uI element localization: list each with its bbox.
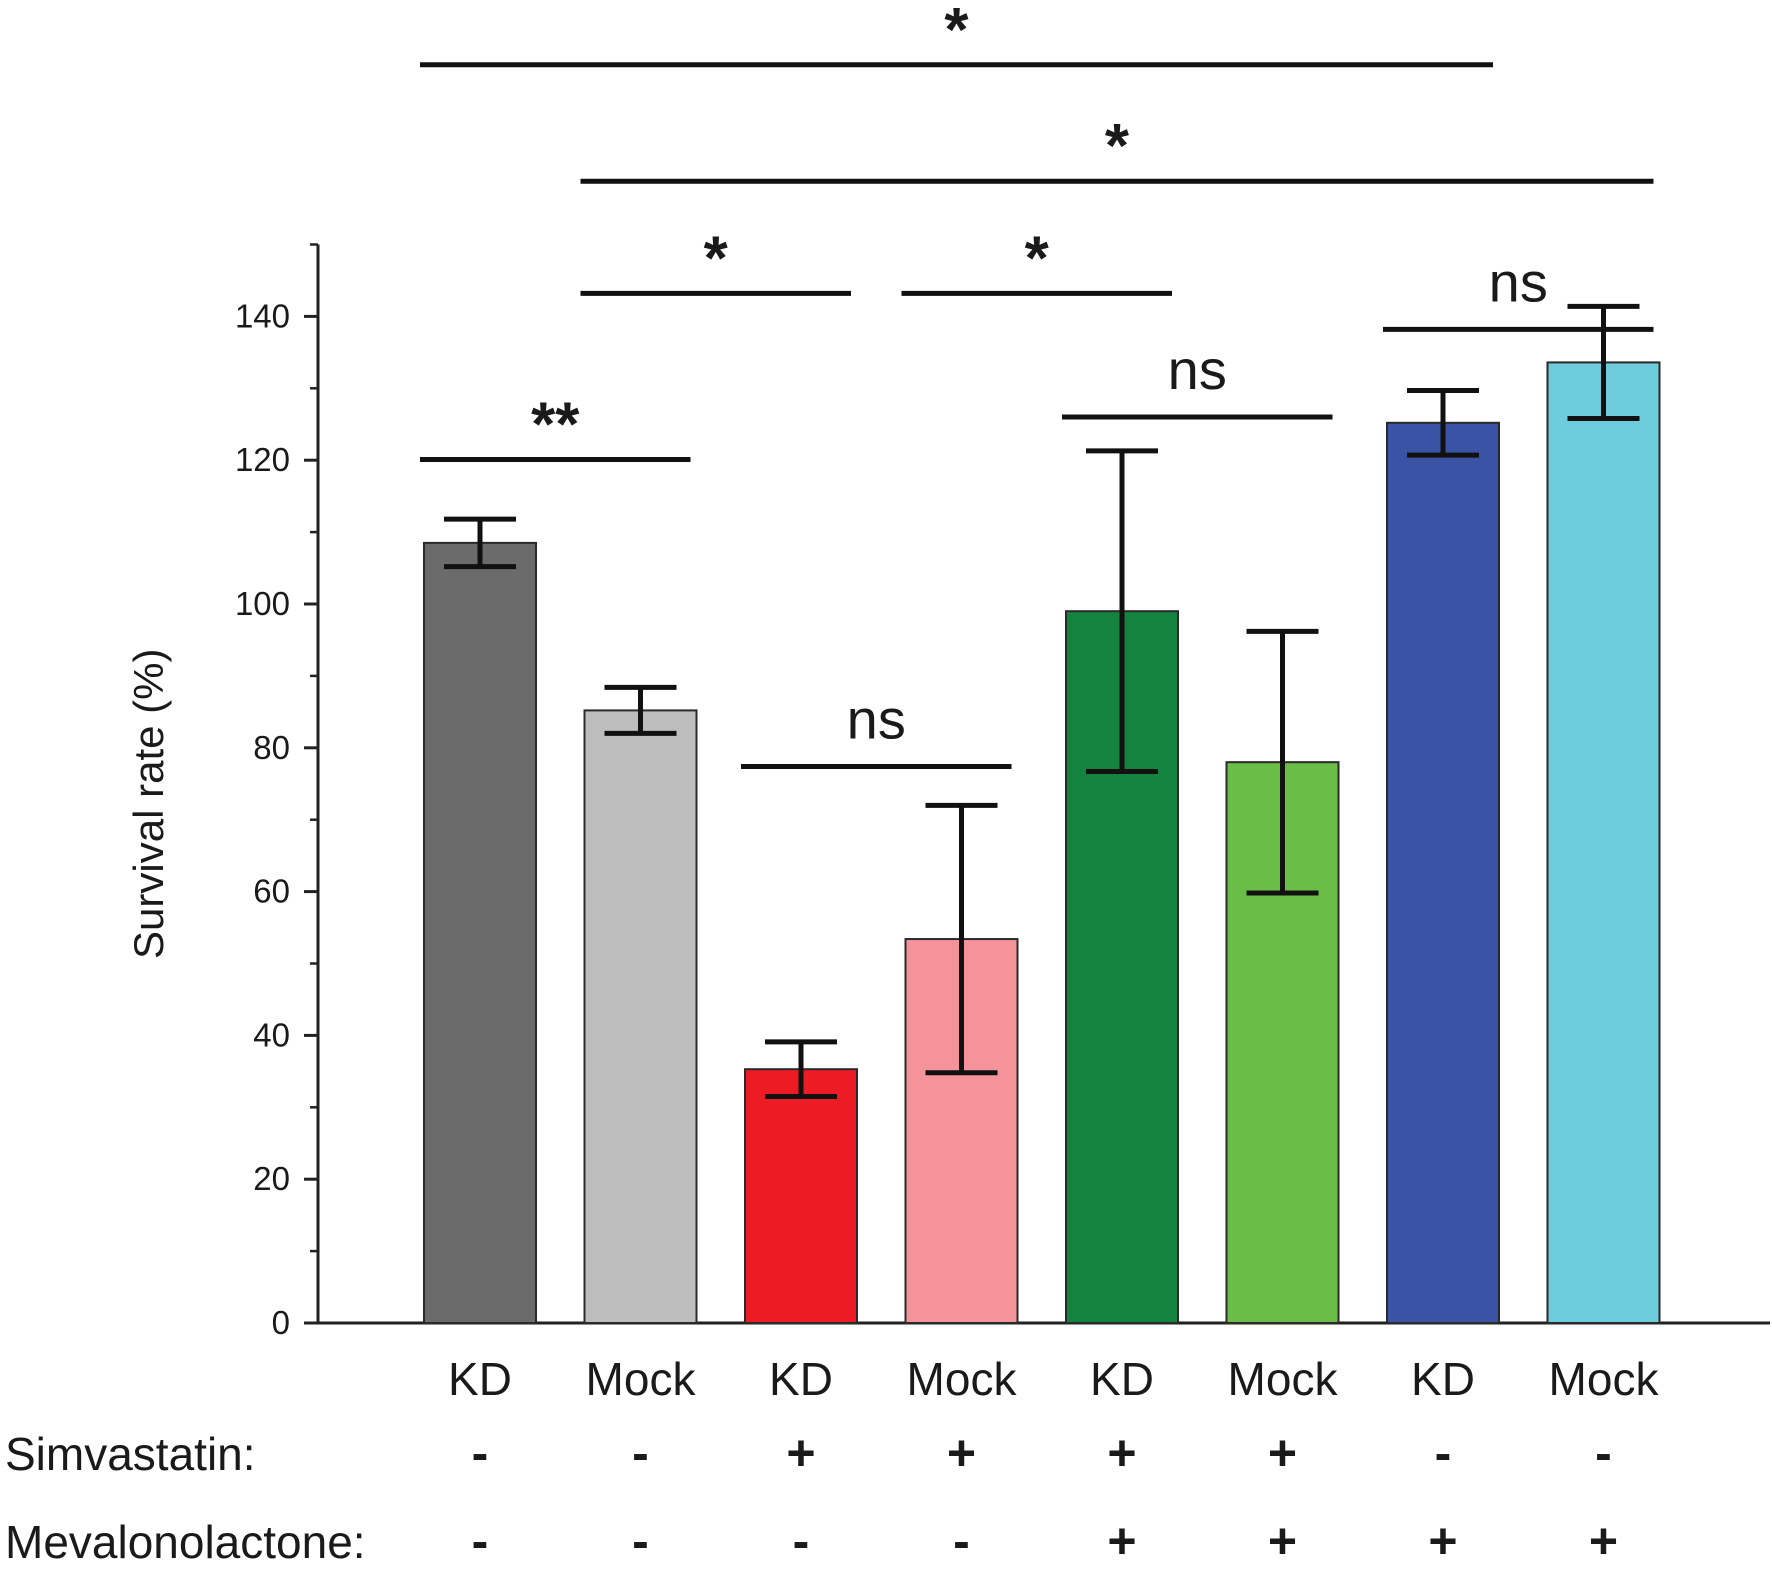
bar [583,709,698,1324]
category-label: KD [448,1353,512,1405]
condition-row-label: Mevalonolactone: [5,1516,366,1568]
condition-sign: - [632,1425,649,1481]
y-tick-label: 0 [272,1304,290,1341]
bar [744,1068,858,1324]
y-tick-label: 120 [235,441,290,478]
condition-row-label: Simvastatin: [5,1428,256,1480]
category-label: Mock [1228,1353,1339,1405]
category-label: Mock [586,1353,697,1405]
condition-sign: - [1595,1425,1612,1481]
condition-sign: - [472,1425,489,1481]
significance-label: * [944,0,969,65]
condition-sign: + [1107,1425,1136,1481]
category-label: KD [769,1353,833,1405]
category-labels: KD Mock KD Mock KD Mock KD Mock [448,1353,1659,1405]
y-tick-label: 100 [235,585,290,622]
condition-sign: + [1268,1425,1297,1481]
condition-sign: + [1268,1513,1297,1569]
significance-label: * [1105,112,1130,181]
bar [423,541,537,1324]
y-tick-label: 60 [253,873,290,910]
y-tick-label: 40 [253,1016,290,1053]
significance-label: * [1025,224,1050,293]
condition-sign: - [953,1513,970,1569]
condition-sign: + [786,1425,815,1481]
category-label: KD [1411,1353,1475,1405]
condition-sign: - [472,1513,489,1569]
condition-sign: + [1589,1513,1618,1569]
error-bars [444,303,1640,1100]
y-tick-label: 140 [235,297,290,334]
y-axis-label: Survival rate (%) [125,649,172,959]
category-label: Mock [1549,1353,1660,1405]
condition-sign: + [1107,1513,1136,1569]
condition-table: Simvastatin: - - + + + + - - Mevalonolactone: - - - -… [5,1425,1618,1569]
y-tick-label: 20 [253,1160,290,1197]
significance-label: ** [531,390,580,459]
y-tick-label: 80 [253,729,290,766]
bar [1546,361,1661,1324]
condition-sign: + [1428,1513,1457,1569]
category-label: KD [1090,1353,1154,1405]
condition-sign: - [1435,1425,1452,1481]
significance-label: ns [1489,250,1548,313]
significance-label: * [704,224,729,293]
condition-sign: + [947,1425,976,1481]
significance-label: ns [1168,338,1227,401]
bar [1386,421,1500,1324]
condition-sign: - [793,1513,810,1569]
condition-sign: - [632,1513,649,1569]
bars [423,361,1661,1325]
axes: 0 20 40 60 80 100 120 140 Survival rate (%) [125,243,1770,1341]
significance-label: ns [847,687,906,750]
category-label: Mock [907,1353,1018,1405]
